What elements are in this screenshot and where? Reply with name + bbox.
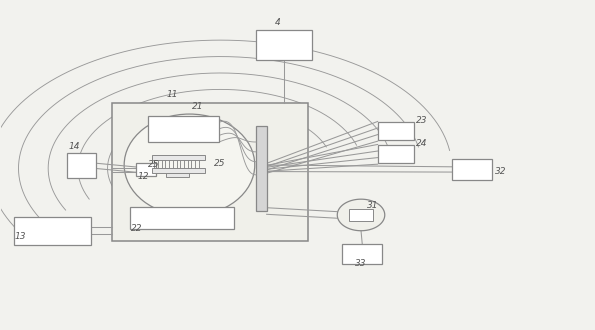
- Text: 23: 23: [416, 116, 428, 125]
- Bar: [112, 103, 308, 241]
- Bar: [14, 216, 91, 245]
- Text: 11: 11: [167, 90, 178, 99]
- Bar: [136, 163, 156, 176]
- Text: 24: 24: [416, 139, 428, 148]
- Bar: [166, 173, 189, 177]
- Text: 22: 22: [131, 224, 143, 233]
- Text: 12: 12: [138, 172, 149, 181]
- Bar: [152, 155, 205, 160]
- Bar: [67, 153, 96, 178]
- Bar: [148, 116, 219, 142]
- Text: 21: 21: [192, 102, 203, 111]
- Bar: [256, 126, 267, 211]
- Bar: [342, 244, 383, 264]
- Text: 33: 33: [355, 259, 366, 268]
- Bar: [256, 30, 312, 60]
- Polygon shape: [337, 199, 385, 231]
- Bar: [378, 145, 415, 163]
- Bar: [378, 122, 415, 140]
- Text: 13: 13: [14, 232, 26, 241]
- Bar: [349, 209, 373, 221]
- Ellipse shape: [124, 114, 255, 216]
- Text: 25: 25: [214, 159, 226, 168]
- Bar: [452, 159, 492, 180]
- Text: 31: 31: [367, 201, 378, 210]
- Text: 4: 4: [275, 18, 281, 27]
- Text: 25: 25: [148, 160, 159, 169]
- Text: 32: 32: [494, 167, 506, 176]
- Text: 14: 14: [69, 142, 80, 150]
- Bar: [152, 168, 205, 173]
- Bar: [130, 207, 234, 229]
